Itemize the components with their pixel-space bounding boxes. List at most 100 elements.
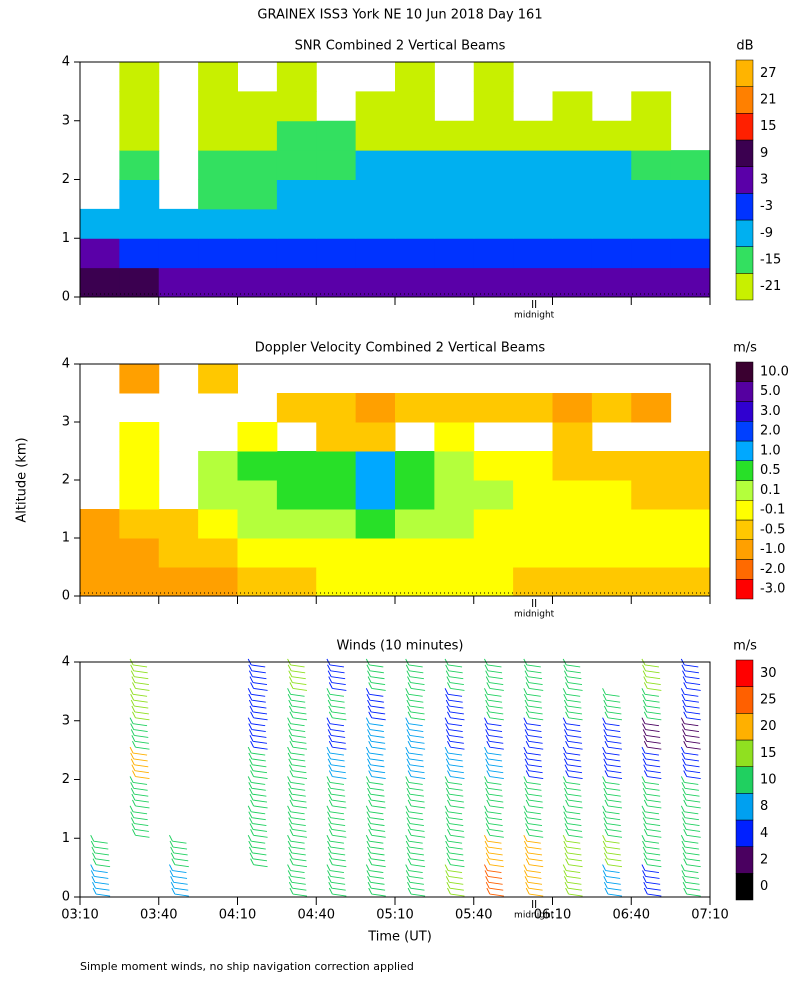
y-tick-label: 3 bbox=[62, 113, 70, 128]
y-tick-label: 0 bbox=[62, 290, 70, 305]
wind-barb bbox=[484, 752, 503, 762]
wind-barb bbox=[523, 776, 541, 785]
wind-barb bbox=[327, 752, 345, 762]
heatmap-cell bbox=[198, 91, 238, 122]
wind-barb bbox=[523, 870, 542, 879]
colorbar-swatch bbox=[735, 766, 754, 794]
wind-barb bbox=[563, 664, 581, 674]
wind-barb bbox=[328, 887, 347, 897]
wind-barb bbox=[565, 858, 583, 868]
y-tick-label: 0 bbox=[62, 890, 70, 905]
wind-barb bbox=[287, 746, 305, 756]
colorbar-swatch bbox=[735, 460, 754, 481]
heatmap-cell bbox=[552, 509, 593, 539]
wind-barb bbox=[446, 793, 464, 803]
midnight-marker bbox=[532, 300, 537, 308]
wind-barb bbox=[641, 805, 660, 815]
heatmap-cell bbox=[316, 238, 357, 269]
wind-barb bbox=[288, 758, 306, 768]
wind-barb bbox=[602, 864, 620, 874]
heatmap-cell bbox=[473, 150, 514, 180]
wind-barb bbox=[287, 834, 305, 844]
wind-barb bbox=[247, 834, 266, 844]
wind-barb bbox=[250, 682, 268, 691]
wind-barb bbox=[327, 787, 346, 797]
wind-barb bbox=[247, 805, 266, 815]
heatmap-cell bbox=[395, 238, 435, 269]
wind-barb bbox=[327, 876, 346, 885]
wind-barb bbox=[131, 735, 149, 744]
wind-barb bbox=[130, 729, 149, 738]
wind-barb bbox=[91, 876, 109, 885]
wind-barb bbox=[525, 764, 543, 774]
colorbar-label: 27 bbox=[760, 66, 777, 81]
wind-barb bbox=[602, 723, 621, 733]
heatmap-cell bbox=[552, 480, 593, 510]
heatmap-cell bbox=[434, 538, 475, 568]
wind-barb bbox=[525, 740, 544, 750]
heatmap-cell bbox=[355, 393, 396, 423]
heatmap-cell bbox=[395, 267, 435, 298]
wind-barb bbox=[287, 840, 306, 850]
wind-barb bbox=[642, 782, 660, 791]
heatmap-cell bbox=[631, 393, 672, 423]
wind-barb bbox=[249, 676, 268, 686]
colorbar-label: 0 bbox=[760, 879, 768, 894]
colorbar-label: 0.5 bbox=[760, 463, 781, 478]
wind-barb bbox=[130, 693, 148, 703]
wind-barb bbox=[367, 676, 386, 686]
wind-barb bbox=[250, 858, 268, 868]
wind-barb bbox=[171, 858, 189, 868]
heatmap-cell bbox=[355, 150, 396, 180]
wind-barb bbox=[683, 770, 701, 780]
wind-barb bbox=[565, 711, 583, 721]
wind-barb bbox=[485, 758, 503, 768]
heatmap-cell bbox=[631, 451, 672, 481]
heatmap-cell bbox=[552, 393, 593, 423]
heatmap-cell bbox=[237, 150, 278, 180]
wind-barb bbox=[525, 676, 543, 686]
wind-barb bbox=[603, 758, 621, 768]
wind-barb bbox=[248, 723, 266, 733]
wind-barb bbox=[603, 823, 622, 832]
wind-barb bbox=[405, 840, 424, 850]
wind-barb bbox=[130, 723, 148, 733]
wind-barb bbox=[525, 887, 544, 897]
wind-barb bbox=[562, 746, 581, 756]
wind-barb bbox=[602, 717, 620, 727]
wind-barb bbox=[248, 670, 267, 680]
wind-barb bbox=[447, 887, 465, 897]
wind-barb bbox=[367, 670, 385, 680]
wind-barb bbox=[129, 688, 148, 697]
wind-barb bbox=[170, 852, 189, 862]
wind-barb bbox=[565, 829, 583, 838]
heatmap-cell bbox=[355, 120, 396, 151]
wind-barb bbox=[289, 799, 308, 809]
wind-barb bbox=[132, 799, 150, 809]
heatmap-cell bbox=[316, 120, 357, 151]
wind-barb bbox=[486, 858, 504, 868]
heatmap-cell bbox=[119, 509, 160, 539]
y-tick-label: 2 bbox=[62, 473, 70, 488]
wind-barb bbox=[563, 870, 581, 879]
heatmap-cell bbox=[158, 208, 199, 239]
heatmap-cell bbox=[158, 267, 199, 298]
wind-barb bbox=[523, 658, 541, 668]
wind-barb bbox=[250, 770, 268, 780]
heatmap-cell bbox=[591, 208, 632, 239]
colorbar-label: 2.0 bbox=[760, 424, 781, 439]
wind-barb bbox=[405, 658, 423, 668]
wind-barb bbox=[680, 688, 699, 697]
wind-barb bbox=[248, 782, 266, 791]
wind-barb bbox=[642, 817, 661, 827]
heatmap-cell bbox=[513, 208, 553, 239]
heatmap-cell bbox=[513, 538, 553, 568]
wind-barb bbox=[523, 840, 542, 850]
wind-barb bbox=[523, 746, 541, 756]
wind-barb bbox=[486, 829, 504, 838]
heatmap-cell bbox=[119, 480, 160, 510]
wind-barb bbox=[366, 811, 384, 821]
wind-barb bbox=[130, 811, 148, 821]
midnight-label: midnight bbox=[514, 911, 555, 921]
wind-barb bbox=[682, 758, 700, 768]
